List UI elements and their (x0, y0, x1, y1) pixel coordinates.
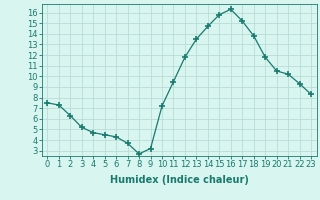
X-axis label: Humidex (Indice chaleur): Humidex (Indice chaleur) (110, 175, 249, 185)
